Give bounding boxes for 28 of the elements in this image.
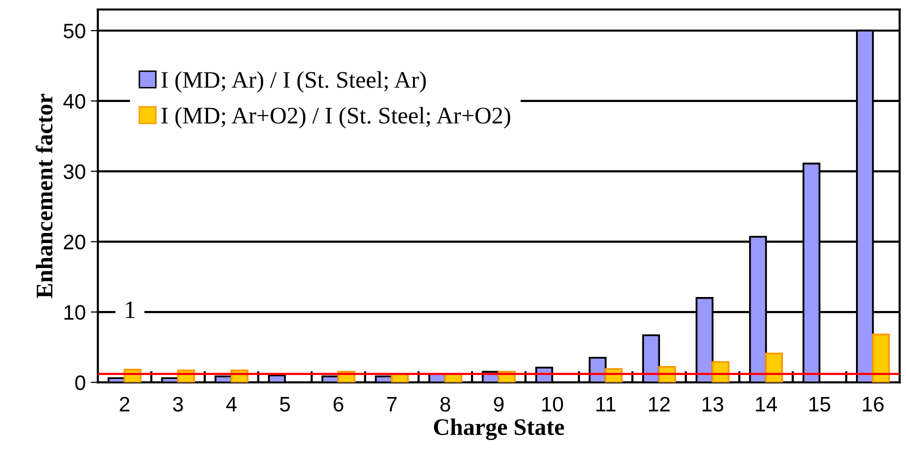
x-axis-title: Charge State: [434, 418, 564, 440]
y-axis-title: Enhancement factor: [36, 94, 53, 298]
y-tick-label: 50: [64, 24, 86, 38]
x-tick-label: 2: [120, 396, 130, 412]
bar: [765, 352, 783, 382]
x-tick-label: 16: [862, 396, 884, 412]
x-tick-label: 6: [334, 396, 344, 412]
y-tick-label: 10: [64, 305, 86, 320]
x-tick-label: 12: [649, 396, 670, 412]
x-tick-label: 9: [494, 396, 504, 412]
x-tick-label: 14: [756, 397, 777, 412]
legend-label: I (MD; Ar+O2) / I (St. Steel; Ar+O2): [161, 107, 510, 128]
x-tick-label: 11: [596, 397, 616, 412]
x-tick-label: 8: [440, 396, 450, 412]
y-tick-label: 0: [75, 375, 86, 390]
x-tick-label: 3: [173, 396, 183, 412]
y-tick-label: 30: [64, 164, 86, 180]
x-tick-label: 7: [387, 397, 397, 412]
legend-label: I (MD; Ar) / I (St. Steel; Ar): [161, 71, 426, 93]
y-tick-label: 20: [64, 234, 86, 250]
x-tick-label: 10: [542, 396, 563, 412]
x-tick-label: 15: [809, 397, 830, 412]
y-tick-label: 40: [63, 94, 86, 109]
x-tick-label: 5: [280, 397, 290, 412]
x-tick-label: 4: [226, 397, 237, 412]
bar: [872, 334, 890, 382]
x-tick-label: 13: [702, 396, 724, 412]
ref-line-label: 1: [126, 302, 135, 318]
